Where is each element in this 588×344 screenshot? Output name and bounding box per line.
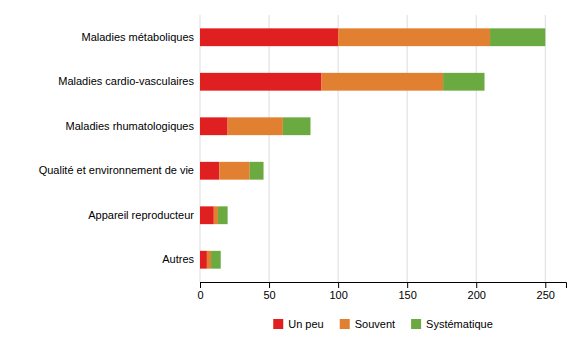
bar bbox=[200, 73, 322, 91]
grid-line bbox=[476, 15, 477, 282]
plot: 0 50 100 150 200 250 Autres Appareil reproducte… bbox=[39, 15, 567, 301]
bar bbox=[211, 251, 221, 269]
x-tick: 250 bbox=[537, 282, 555, 301]
bar bbox=[214, 206, 218, 224]
bar bbox=[250, 162, 264, 180]
grid-line bbox=[407, 15, 408, 282]
bar bbox=[283, 117, 311, 135]
bar bbox=[200, 28, 338, 46]
y-tick: Appareil reproducteur bbox=[88, 209, 194, 221]
grid-line bbox=[200, 15, 201, 282]
series bbox=[200, 28, 338, 268]
y-axis: Autres Appareil reproducteur Qualité et en… bbox=[39, 31, 195, 266]
x-tick: 100 bbox=[329, 282, 347, 301]
legend-swatch bbox=[273, 319, 283, 329]
grid bbox=[200, 15, 545, 282]
x-tick-label: 250 bbox=[537, 289, 555, 301]
legend-item: Souvent bbox=[340, 318, 395, 330]
x-tick-mark bbox=[338, 282, 339, 288]
legend-swatch bbox=[411, 319, 421, 329]
x-tick-label: 150 bbox=[398, 289, 416, 301]
x-tick-mark bbox=[407, 282, 408, 288]
bars bbox=[200, 28, 545, 268]
y-tick-label: Maladies rhumatologiques bbox=[66, 120, 195, 132]
y-tick: Autres bbox=[162, 253, 194, 265]
bar bbox=[200, 162, 219, 180]
y-tick-label: Appareil reproducteur bbox=[88, 209, 194, 221]
bar bbox=[338, 28, 490, 46]
grid-line bbox=[269, 15, 270, 282]
y-tick-label: Maladies cardio-vasculaires bbox=[58, 75, 194, 87]
bar bbox=[443, 73, 484, 91]
x-tick: 50 bbox=[263, 282, 275, 301]
legend-item: Un peu bbox=[273, 318, 323, 330]
legend-swatch bbox=[340, 319, 350, 329]
legend-item: Systématique bbox=[411, 318, 493, 330]
x-tick-label: 200 bbox=[468, 289, 486, 301]
series bbox=[207, 28, 490, 268]
x-tick: 200 bbox=[468, 282, 486, 301]
x-tick-label: 0 bbox=[197, 289, 203, 301]
series bbox=[211, 28, 545, 268]
bar bbox=[228, 117, 283, 135]
bar bbox=[218, 206, 228, 224]
x-tick-mark bbox=[476, 282, 477, 288]
y-tick-label: Qualité et environnement de vie bbox=[39, 164, 194, 176]
legend: Un peu Souvent Systématique bbox=[273, 318, 493, 330]
x-tick-mark bbox=[545, 282, 546, 288]
y-tick-label: Autres bbox=[162, 253, 194, 265]
x-tick: 150 bbox=[398, 282, 416, 301]
x-tick-mark bbox=[200, 282, 201, 288]
grid-line bbox=[545, 15, 546, 282]
x-tick-label: 100 bbox=[329, 289, 347, 301]
chart: 0 50 100 150 200 250 Autres Appareil reproducte… bbox=[0, 0, 588, 344]
bar bbox=[490, 28, 545, 46]
bar bbox=[322, 73, 444, 91]
x-tick-mark bbox=[269, 282, 270, 288]
y-tick: Maladies rhumatologiques bbox=[66, 120, 195, 132]
y-tick: Qualité et environnement de vie bbox=[39, 164, 194, 176]
bar bbox=[219, 162, 249, 180]
y-tick-label: Maladies métaboliques bbox=[81, 31, 194, 43]
legend-label: Un peu bbox=[288, 318, 323, 330]
y-tick: Maladies cardio-vasculaires bbox=[58, 75, 194, 87]
y-tick: Maladies métaboliques bbox=[81, 31, 194, 43]
x-tick-label: 50 bbox=[263, 289, 275, 301]
bar bbox=[200, 251, 207, 269]
bar bbox=[200, 206, 214, 224]
legend-label: Souvent bbox=[355, 318, 395, 330]
legend-label: Systématique bbox=[426, 318, 493, 330]
bar bbox=[200, 117, 228, 135]
x-axis: 0 50 100 150 200 250 bbox=[197, 282, 566, 301]
x-tick: 0 bbox=[197, 282, 203, 301]
bar bbox=[207, 251, 211, 269]
x-axis-line bbox=[201, 283, 567, 289]
grid-line bbox=[338, 15, 339, 282]
